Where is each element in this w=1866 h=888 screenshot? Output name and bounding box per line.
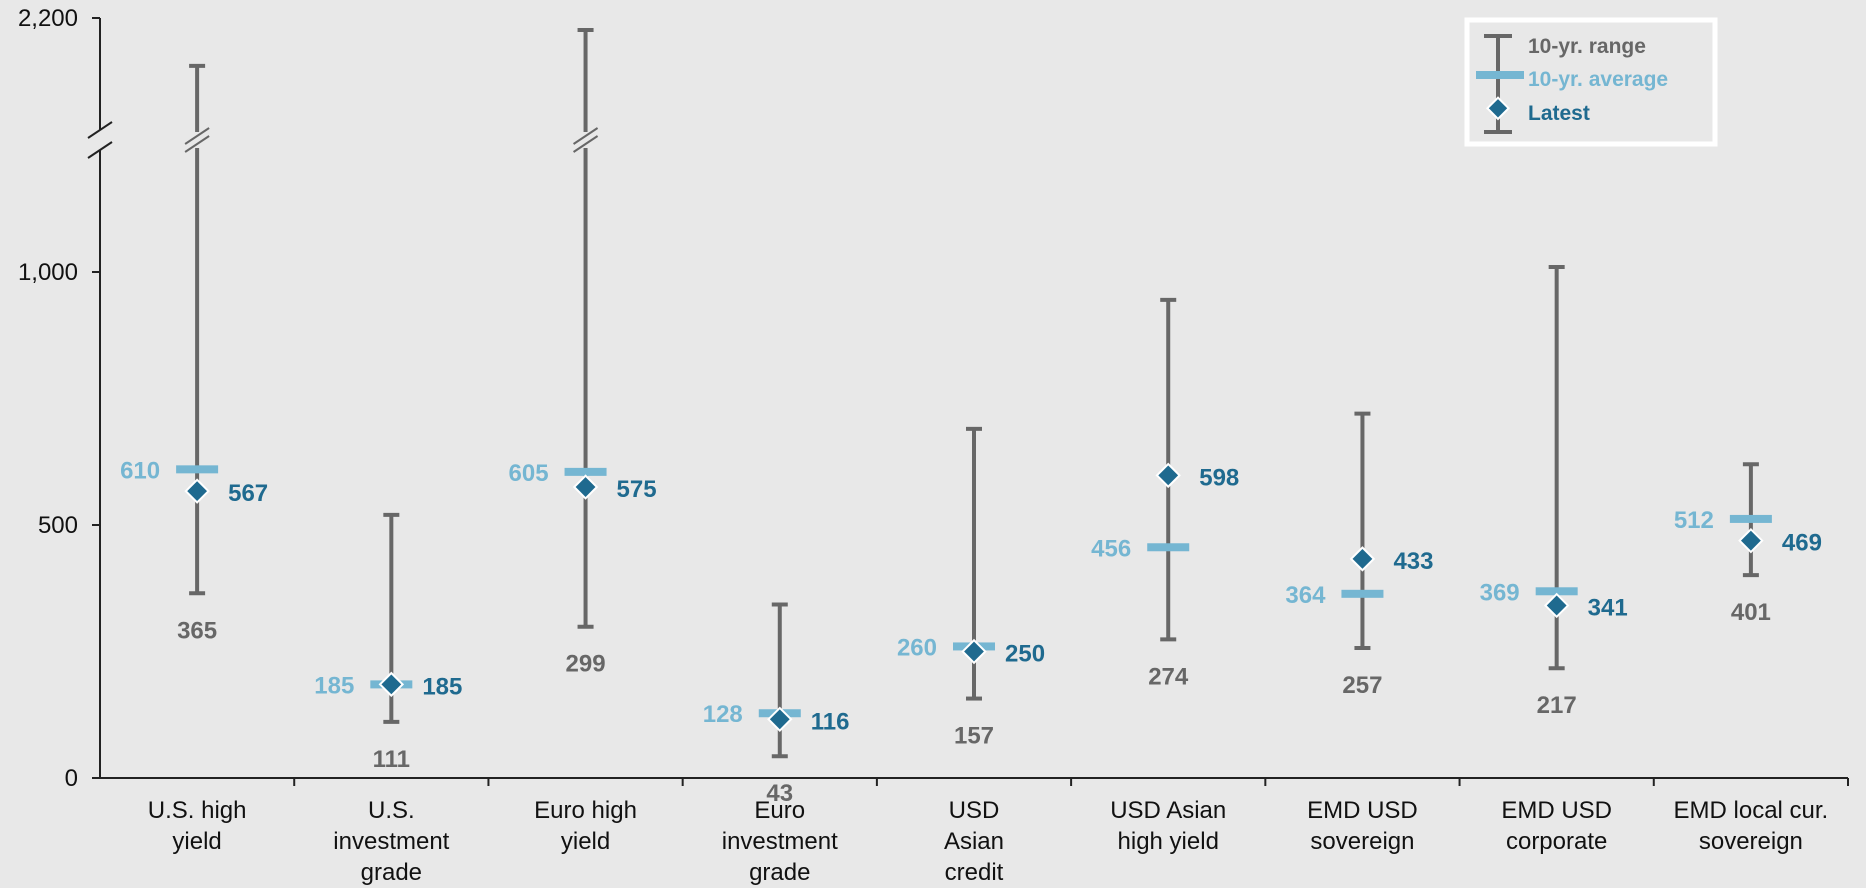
category-label: sovereign xyxy=(1310,828,1414,855)
latest-marker xyxy=(767,706,793,733)
average-bar xyxy=(564,467,607,476)
category-group: 43 128 116 xyxy=(703,602,850,807)
axes xyxy=(87,18,1849,786)
category-label: grade xyxy=(749,859,810,886)
range-min-label: 111 xyxy=(373,746,410,773)
category-group: 157 260 250 xyxy=(897,426,1045,750)
range-break-mark xyxy=(184,127,210,145)
average-label: 456 xyxy=(1091,535,1131,562)
category-label: yield xyxy=(561,828,610,855)
average-label: 364 xyxy=(1285,582,1326,609)
legend-latest-symbol xyxy=(1485,96,1511,121)
average-bar xyxy=(176,465,219,474)
category-label: investment xyxy=(333,828,449,855)
latest-label: 567 xyxy=(228,480,268,507)
latest-label: 185 xyxy=(422,673,462,700)
latest-marker xyxy=(1155,462,1181,489)
category-label: investment xyxy=(722,828,838,855)
latest-label: 433 xyxy=(1393,548,1433,575)
range-min-label: 257 xyxy=(1342,672,1382,699)
legend-label-latest: Latest xyxy=(1528,102,1590,125)
category-group: 274 456 598 xyxy=(1091,297,1239,690)
category-group: 217 369 341 xyxy=(1480,264,1628,719)
y-axis-break-mark xyxy=(87,141,113,159)
latest-marker xyxy=(184,478,210,504)
latest-marker xyxy=(1738,527,1764,554)
legend-average-symbol xyxy=(1476,71,1524,79)
average-bar xyxy=(1729,514,1772,523)
category-group: 365 610 567 xyxy=(120,63,268,644)
latest-marker xyxy=(572,474,599,500)
latest-label: 575 xyxy=(617,476,657,503)
range-min-label: 299 xyxy=(566,651,606,678)
category-label: USD Asian xyxy=(1110,797,1226,824)
average-label: 605 xyxy=(509,460,549,487)
category-label: credit xyxy=(945,859,1004,886)
latest-marker xyxy=(1543,592,1570,619)
range-min-label: 365 xyxy=(177,617,217,644)
category-group: 257 364 433 xyxy=(1285,411,1433,699)
category-label: U.S. high xyxy=(148,797,247,824)
category-label: EMD USD xyxy=(1307,797,1418,824)
category-label: Euro xyxy=(754,797,805,824)
average-label: 260 xyxy=(897,634,937,661)
category-label: Euro high xyxy=(534,797,637,824)
category-label: Asian xyxy=(944,828,1004,855)
category-label: grade xyxy=(361,859,422,886)
range-min-label: 43 xyxy=(766,780,793,807)
range-break-mark xyxy=(573,127,599,145)
y-tick-label: 500 xyxy=(38,512,78,539)
category-label: USD xyxy=(949,797,1000,824)
category-group: 299 605 575 xyxy=(509,27,657,678)
category-label: high yield xyxy=(1118,828,1219,855)
average-label: 128 xyxy=(703,701,743,728)
range-break-mark xyxy=(184,135,210,153)
y-tick-label: 2,200 xyxy=(18,5,78,32)
average-label: 369 xyxy=(1480,579,1520,606)
y-tick-label: 1,000 xyxy=(18,259,78,286)
latest-label: 598 xyxy=(1199,464,1239,491)
category-label: corporate xyxy=(1506,828,1607,855)
average-bar xyxy=(1535,587,1578,596)
range-min-label: 274 xyxy=(1148,663,1189,690)
latest-label: 469 xyxy=(1782,530,1822,557)
average-bar xyxy=(1341,589,1384,598)
average-bar xyxy=(1147,543,1190,552)
range-min-label: 217 xyxy=(1537,692,1577,719)
legend-box xyxy=(1464,17,1718,147)
category-label: yield xyxy=(172,828,221,855)
average-label: 512 xyxy=(1674,507,1714,534)
latest-marker xyxy=(378,671,405,698)
legend-label-average: 10-yr. average xyxy=(1528,68,1668,91)
average-label: 185 xyxy=(314,672,354,699)
latest-label: 341 xyxy=(1588,594,1628,621)
category-label: EMD local cur. xyxy=(1674,797,1829,824)
category-group: 401 512 469 xyxy=(1674,462,1822,626)
x-axis-labels: U.S. high yield U.S. investment grade Euro hi… xyxy=(148,797,1828,886)
series: 365 610 567 111 185 185 299 605 575 43 128 116 157 26… xyxy=(120,27,1822,807)
average-label: 610 xyxy=(120,457,160,484)
category-label: EMD USD xyxy=(1501,797,1612,824)
range-break-mark xyxy=(573,135,599,153)
latest-label: 116 xyxy=(811,708,850,735)
y-axis-break-mark xyxy=(87,121,113,139)
latest-label: 250 xyxy=(1005,641,1045,668)
latest-marker xyxy=(961,638,987,665)
category-group: 111 185 185 xyxy=(314,512,462,773)
category-label: sovereign xyxy=(1699,828,1803,855)
y-tick-label: 0 xyxy=(65,765,78,792)
legend: 10-yr. range 10-yr. average Latest xyxy=(1464,17,1718,147)
category-label: U.S. xyxy=(368,797,415,824)
range-min-label: 157 xyxy=(954,723,994,750)
range-min-label: 401 xyxy=(1731,599,1771,626)
latest-marker xyxy=(1349,546,1376,572)
y-axis-ticks: 0 500 1,000 2,200 xyxy=(18,5,100,792)
legend-label-range: 10-yr. range xyxy=(1528,35,1646,58)
